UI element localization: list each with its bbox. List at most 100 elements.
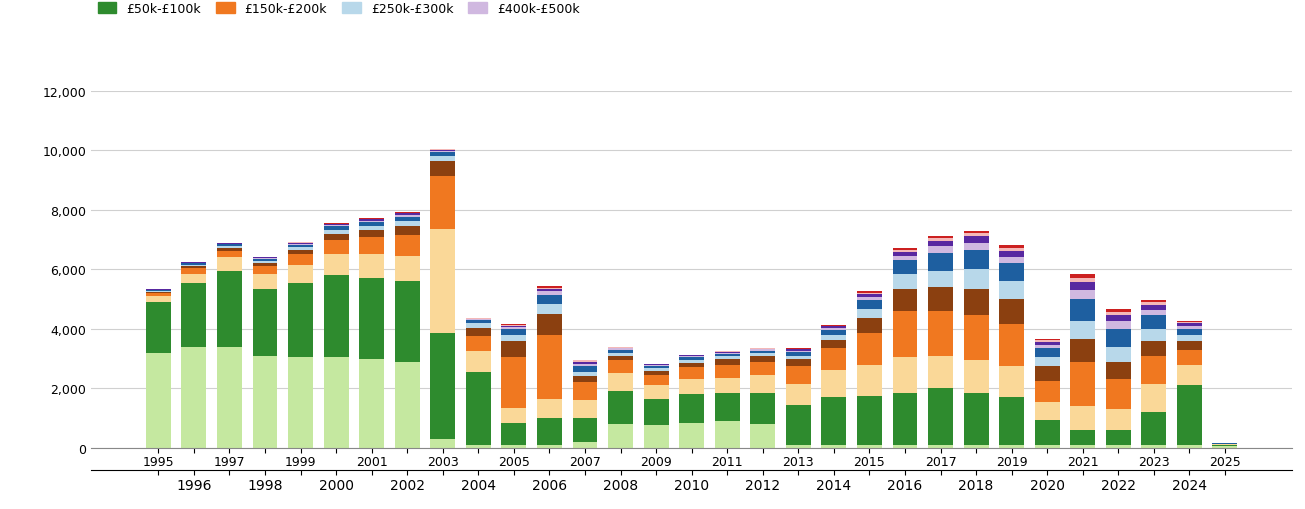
Bar	[217, 251, 241, 258]
Bar	[963, 250, 988, 270]
Bar	[1000, 251, 1024, 257]
Bar	[1142, 384, 1167, 412]
Bar	[1000, 281, 1024, 299]
Bar	[750, 357, 775, 362]
Bar	[324, 231, 348, 234]
Bar	[1070, 279, 1095, 283]
Bar	[1035, 402, 1060, 420]
Bar	[928, 253, 953, 271]
Bar	[431, 152, 455, 153]
Bar	[821, 330, 847, 335]
Bar	[893, 312, 917, 357]
Bar	[1070, 291, 1095, 299]
Bar	[431, 149, 455, 150]
Bar	[786, 360, 810, 366]
Bar	[536, 335, 562, 399]
Bar	[359, 222, 384, 227]
Bar	[1212, 446, 1237, 448]
Bar	[857, 365, 882, 396]
Bar	[928, 388, 953, 445]
Bar	[786, 384, 810, 405]
Bar	[573, 377, 598, 383]
Bar	[431, 333, 455, 439]
Bar	[466, 336, 491, 351]
Bar	[146, 296, 171, 302]
Bar	[1000, 398, 1024, 445]
Bar	[217, 245, 241, 246]
Bar	[536, 314, 562, 335]
Bar	[1177, 323, 1202, 324]
Bar	[359, 230, 384, 237]
Bar	[217, 271, 241, 347]
Bar	[1177, 326, 1202, 329]
Bar	[536, 288, 562, 289]
Bar	[608, 391, 633, 424]
Bar	[857, 333, 882, 365]
Bar	[466, 372, 491, 445]
Bar	[501, 330, 526, 335]
Bar	[324, 357, 348, 448]
Bar	[786, 351, 810, 352]
Bar	[715, 357, 740, 360]
Bar	[1105, 380, 1130, 409]
Bar	[217, 258, 241, 271]
Bar	[181, 274, 206, 283]
Bar	[1177, 386, 1202, 445]
Bar	[643, 365, 668, 366]
Bar	[181, 264, 206, 265]
Bar	[643, 399, 668, 426]
Bar	[963, 316, 988, 360]
Bar	[643, 364, 668, 365]
Bar	[1105, 322, 1130, 329]
Bar	[963, 237, 988, 243]
Bar	[181, 265, 206, 266]
Bar	[786, 366, 810, 384]
Bar	[786, 350, 810, 351]
Bar	[857, 319, 882, 333]
Bar	[857, 294, 882, 297]
Bar	[1035, 420, 1060, 445]
Bar	[1035, 341, 1060, 342]
Bar	[501, 357, 526, 408]
Bar	[217, 248, 241, 251]
Bar	[466, 445, 491, 448]
Bar	[288, 357, 313, 448]
Bar	[608, 374, 633, 391]
Bar	[608, 350, 633, 353]
Bar	[928, 445, 953, 448]
Bar	[928, 247, 953, 253]
Bar	[288, 255, 313, 265]
Bar	[821, 328, 847, 330]
Bar	[1212, 444, 1237, 445]
Bar	[1000, 325, 1024, 366]
Bar	[501, 326, 526, 328]
Bar	[1035, 445, 1060, 448]
Bar	[608, 348, 633, 349]
Bar	[821, 335, 847, 340]
Bar	[395, 362, 420, 448]
Bar	[1142, 329, 1167, 341]
Bar	[217, 244, 241, 245]
Bar	[146, 353, 171, 448]
Bar	[1142, 356, 1167, 384]
Bar	[715, 393, 740, 421]
Bar	[715, 360, 740, 365]
Bar	[1142, 305, 1167, 310]
Bar	[963, 289, 988, 316]
Bar	[928, 288, 953, 312]
Bar	[821, 340, 847, 349]
Bar	[359, 227, 384, 230]
Bar	[1000, 366, 1024, 398]
Bar	[786, 352, 810, 356]
Bar	[324, 276, 348, 357]
Bar	[395, 213, 420, 214]
Bar	[288, 245, 313, 248]
Bar	[573, 418, 598, 442]
Bar	[1177, 445, 1202, 448]
Bar	[1142, 301, 1167, 303]
Bar	[963, 445, 988, 448]
Bar	[573, 364, 598, 366]
Bar	[146, 294, 171, 296]
Bar	[715, 354, 740, 357]
Bar	[893, 357, 917, 393]
